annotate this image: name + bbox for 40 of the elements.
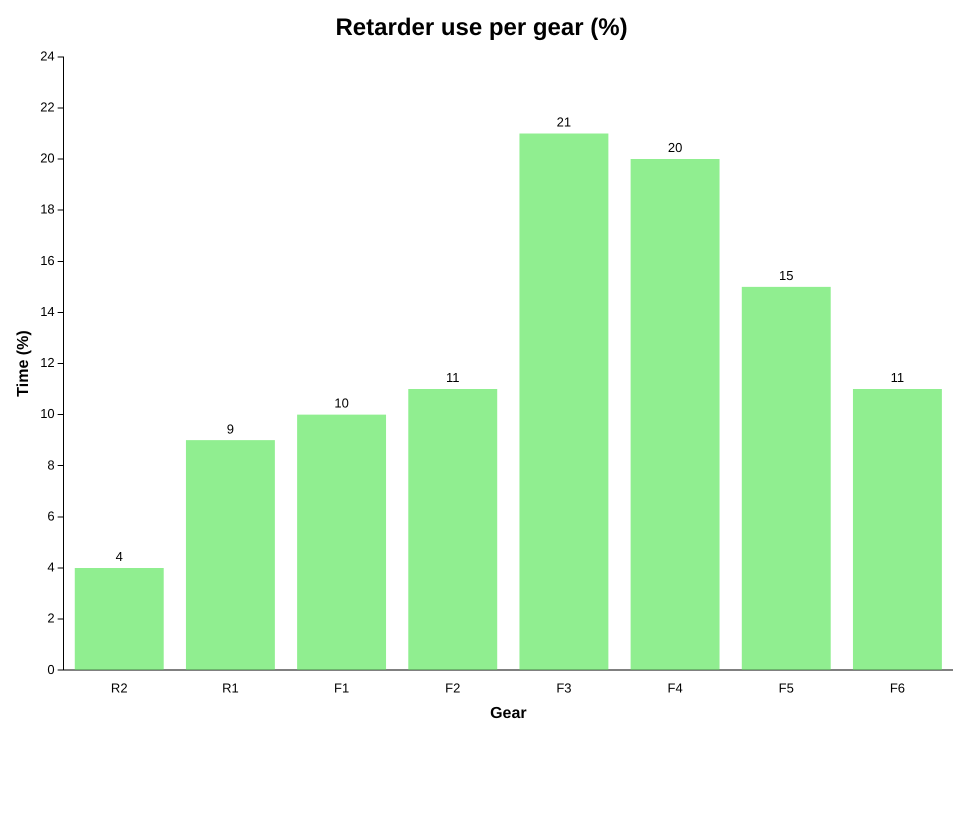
chart-title: Retarder use per gear (%) <box>335 14 628 42</box>
data-label: 9 <box>226 421 234 436</box>
bar <box>297 414 386 670</box>
x-tick-label: F6 <box>890 680 905 696</box>
y-tick-label: 16 <box>40 252 55 268</box>
y-tick-label: 4 <box>47 560 55 575</box>
y-tick-label: 24 <box>40 48 55 64</box>
data-label: 11 <box>446 370 460 386</box>
y-axis-title: Time (%) <box>15 330 32 397</box>
bar <box>74 568 164 670</box>
x-axis-title: Gear <box>490 704 527 722</box>
x-tick-label: R2 <box>110 680 128 696</box>
bar <box>519 133 608 670</box>
y-tick-label: 20 <box>40 150 55 166</box>
y-tick-label: 0 <box>47 662 55 677</box>
y-tick-label: 8 <box>47 457 55 472</box>
data-label: 4 <box>116 549 123 564</box>
bar <box>186 440 275 670</box>
y-tick-label: 22 <box>40 99 55 114</box>
y-tick-label: 10 <box>40 406 55 422</box>
data-label: 21 <box>556 114 572 130</box>
x-tick-label: F2 <box>445 680 460 696</box>
y-tick-label: 14 <box>40 304 55 319</box>
x-tick-label: F4 <box>667 680 683 696</box>
x-tick-label: R1 <box>222 680 239 696</box>
x-tick-label: F3 <box>556 680 572 696</box>
y-tick-label: 2 <box>47 610 55 626</box>
bar <box>408 389 498 670</box>
y-tick-label: 18 <box>40 202 55 217</box>
data-label: 15 <box>779 268 794 283</box>
y-tick-label: 6 <box>47 508 55 524</box>
data-label: 11 <box>890 370 904 386</box>
bar <box>742 286 831 670</box>
data-label: 10 <box>334 396 349 411</box>
x-tick-label: F5 <box>778 680 794 696</box>
y-tick-label: 12 <box>40 355 55 370</box>
x-tick-label: F1 <box>334 680 350 696</box>
bar <box>630 159 720 670</box>
bar <box>852 389 942 670</box>
data-label: 20 <box>668 140 682 156</box>
